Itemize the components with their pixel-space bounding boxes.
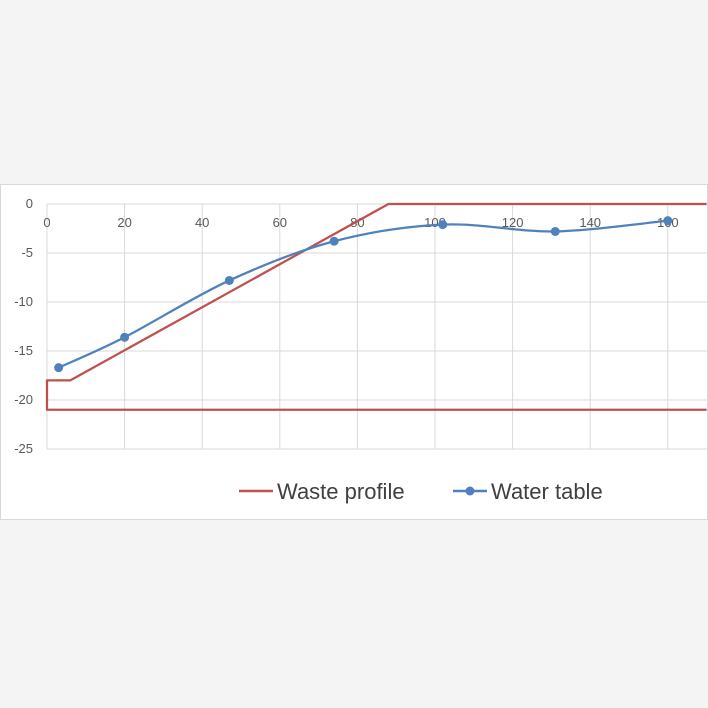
water-table-point: [329, 236, 339, 246]
line-chart: 020406080100120140160 0-5-10-15-20-25 Wa…: [14, 196, 707, 504]
y-tick-label: -10: [14, 294, 33, 309]
y-tick-label: -25: [14, 441, 33, 456]
water-table-point: [224, 275, 234, 285]
y-tick-label: -20: [14, 392, 33, 407]
water-table-point: [120, 332, 130, 342]
waste-profile-line: [45, 202, 707, 411]
water-table-point: [438, 220, 448, 230]
x-tick-label: 0: [43, 215, 50, 230]
water-table-line: [58, 219, 668, 369]
legend-label-waste-profile: Waste profile: [277, 479, 405, 504]
y-tick-label: -5: [21, 245, 33, 260]
series-lines: [45, 202, 707, 411]
water-table-point: [550, 226, 560, 236]
x-tick-label: 20: [117, 215, 131, 230]
legend-marker-water-table: [465, 486, 475, 496]
chart-panel: 020406080100120140160 0-5-10-15-20-25 Wa…: [0, 184, 708, 520]
legend-label-water-table: Water table: [491, 479, 603, 504]
water-table-point: [54, 363, 64, 373]
legend: Waste profile Water table: [239, 479, 603, 504]
grid-lines: [46, 203, 707, 450]
y-tick-label: -15: [14, 343, 33, 358]
y-axis-tick-labels: 0 -5 -10 -15 -20 -25: [14, 196, 33, 456]
y-tick-label: 0: [26, 196, 33, 211]
x-tick-label: 140: [579, 215, 601, 230]
x-tick-label: 60: [273, 215, 287, 230]
x-axis-tick-labels: 020406080100120140160: [43, 215, 678, 230]
x-tick-label: 120: [502, 215, 524, 230]
water-table-point: [663, 216, 673, 226]
x-tick-label: 40: [195, 215, 209, 230]
